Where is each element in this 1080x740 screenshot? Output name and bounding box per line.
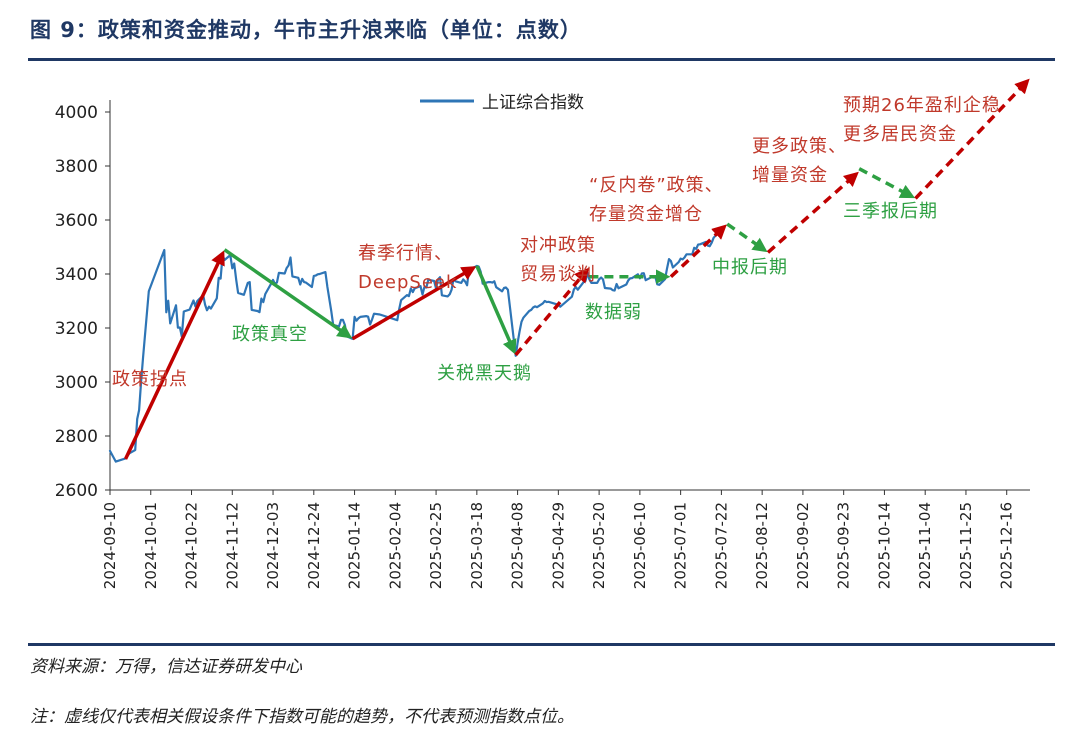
x-tick-label: 2025-11-25 — [957, 502, 975, 589]
x-tick-label: 2024-09-10 — [101, 502, 119, 589]
annotation-label: 更多居民资金 — [843, 124, 957, 145]
trend-arrow-up — [123, 250, 225, 460]
annotation-label: 对冲政策 — [520, 235, 596, 256]
annotation-label: 预期26年盈利企稳 — [843, 95, 1001, 116]
x-tick-label: 2025-05-20 — [590, 502, 608, 589]
y-tick-label: 3200 — [55, 319, 98, 339]
y-tick-label: 3400 — [55, 265, 98, 285]
trend-arrow-down — [858, 167, 916, 199]
footnote-text: 注：虚线仅代表相关假设条件下指数可能的趋势，不代表预测指数点位。 — [30, 707, 574, 727]
annotation-label: 三季报后期 — [843, 201, 938, 222]
x-tick-label: 2025-10-14 — [875, 502, 893, 589]
trend-arrow-down — [726, 222, 768, 253]
x-tick-label: 2025-11-04 — [916, 502, 934, 589]
x-tick-label: 2024-10-22 — [183, 502, 201, 589]
y-tick-label: 2600 — [55, 481, 98, 501]
annotation-label: 关税黑天鹅 — [437, 363, 532, 384]
annotation-label: 更多政策、 — [752, 136, 847, 157]
trend-arrow-down — [223, 248, 353, 339]
figure-title: 图 9：政策和资金推动，牛市主升浪来临（单位：点数） — [30, 18, 582, 42]
x-tick-label: 2025-09-23 — [835, 502, 853, 589]
source-text: 资料来源：万得，信达证券研发中心 — [30, 657, 302, 677]
annotation-label: 政策拐点 — [112, 369, 188, 390]
x-tick-label: 2025-12-16 — [998, 502, 1016, 589]
y-tick-label: 2800 — [55, 427, 98, 447]
y-tick-label: 3600 — [55, 211, 98, 231]
annotation-label: 春季行情、 — [358, 243, 453, 264]
x-tick-label: 2025-07-01 — [672, 502, 690, 589]
trend-arrow-up — [914, 78, 1030, 200]
annotation-label: 存量资金增仓 — [589, 204, 703, 225]
trend-arrow-down — [475, 265, 517, 355]
annotation-label: 中报后期 — [712, 257, 788, 278]
legend: 上证综合指数 — [420, 93, 584, 113]
annotation-label: 增量资金 — [752, 165, 828, 186]
axes: 2600 2800 3000 3200 3400 3600 3800 4000 2024-09-… — [55, 100, 1030, 589]
series-line-0 — [108, 230, 721, 463]
y-tick-label: 3000 — [55, 373, 98, 393]
x-tick-label: 2025-09-02 — [794, 502, 812, 589]
trend-arrow-up — [669, 224, 727, 278]
annotation-label: 政策真空 — [232, 324, 308, 345]
y-tick-label: 4000 — [55, 103, 98, 123]
series-layer — [108, 230, 721, 463]
annotation-label: “反内卷”政策、 — [589, 175, 724, 196]
trend-arrow-up — [766, 171, 859, 254]
y-tick-label: 3800 — [55, 157, 98, 177]
trend-arrow-up — [514, 267, 590, 357]
x-tick-label: 2024-12-03 — [264, 502, 282, 589]
annotation-label: DeepSeek — [358, 272, 457, 293]
annotation-label: 数据弱 — [585, 302, 642, 323]
x-tick-label: 2025-02-04 — [386, 502, 404, 589]
x-tick-label: 2025-04-08 — [509, 502, 527, 589]
x-tick-label: 2024-10-01 — [142, 502, 160, 589]
bottom-rule — [28, 643, 1055, 646]
annotation-label: 贸易谈判 — [520, 264, 596, 285]
x-tick-label: 2025-06-10 — [631, 502, 649, 589]
title-rule — [28, 58, 1055, 61]
x-tick-label: 2025-08-12 — [753, 502, 771, 589]
legend-label: 上证综合指数 — [482, 93, 584, 113]
x-tick-label: 2025-04-29 — [549, 502, 567, 589]
x-tick-label: 2025-03-18 — [468, 502, 486, 589]
x-tick-label: 2025-02-25 — [427, 502, 445, 589]
x-tick-label: 2025-07-22 — [712, 502, 730, 589]
trend-arrows — [123, 78, 1030, 460]
trend-arrow-up — [351, 266, 477, 341]
x-tick-label: 2024-11-12 — [223, 502, 241, 589]
x-tick-label: 2024-12-24 — [305, 502, 323, 589]
x-tick-label: 2025-01-14 — [346, 502, 364, 589]
chart: 2600 2800 3000 3200 3400 3600 3800 4000 2024-09-… — [55, 78, 1030, 589]
